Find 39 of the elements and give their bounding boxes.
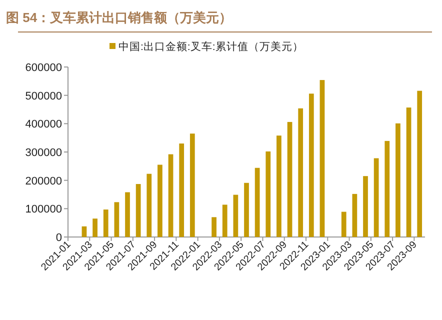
bar (146, 174, 152, 237)
chart-title: 图 54：叉车累计出口销售额（万美元） (6, 10, 232, 25)
bar (212, 217, 216, 237)
bar (103, 210, 108, 237)
y-tick-label: 100000 (25, 204, 62, 216)
bar (287, 122, 292, 237)
bar (179, 144, 184, 237)
bar (298, 108, 304, 237)
bar (341, 212, 346, 237)
bar (363, 176, 368, 237)
y-tick-label: 500000 (25, 90, 62, 102)
bar (125, 192, 130, 237)
bar (244, 182, 249, 237)
bar (276, 136, 282, 237)
bar (82, 226, 87, 237)
bar (417, 90, 422, 237)
bar (222, 204, 228, 237)
bar (352, 194, 358, 237)
bar (396, 123, 400, 237)
bar (136, 184, 141, 237)
legend-label: 中国:出口金额:叉车:累计值（万美元） (118, 40, 304, 53)
bar (308, 94, 314, 237)
bar (384, 140, 390, 237)
y-tick-label: 600000 (25, 62, 62, 74)
bar (233, 194, 238, 237)
bar (254, 168, 260, 237)
bar (190, 134, 195, 237)
bar (266, 151, 271, 237)
bar (168, 154, 174, 237)
y-tick-label: 400000 (25, 118, 62, 131)
y-tick-label: 200000 (25, 175, 62, 188)
bar (114, 202, 120, 237)
bar (406, 108, 412, 237)
y-tick-label: 0 (56, 232, 62, 244)
bar (158, 164, 162, 237)
bar (92, 218, 98, 237)
y-tick-label: 300000 (25, 147, 62, 159)
bar (320, 80, 325, 237)
bar (374, 158, 379, 237)
